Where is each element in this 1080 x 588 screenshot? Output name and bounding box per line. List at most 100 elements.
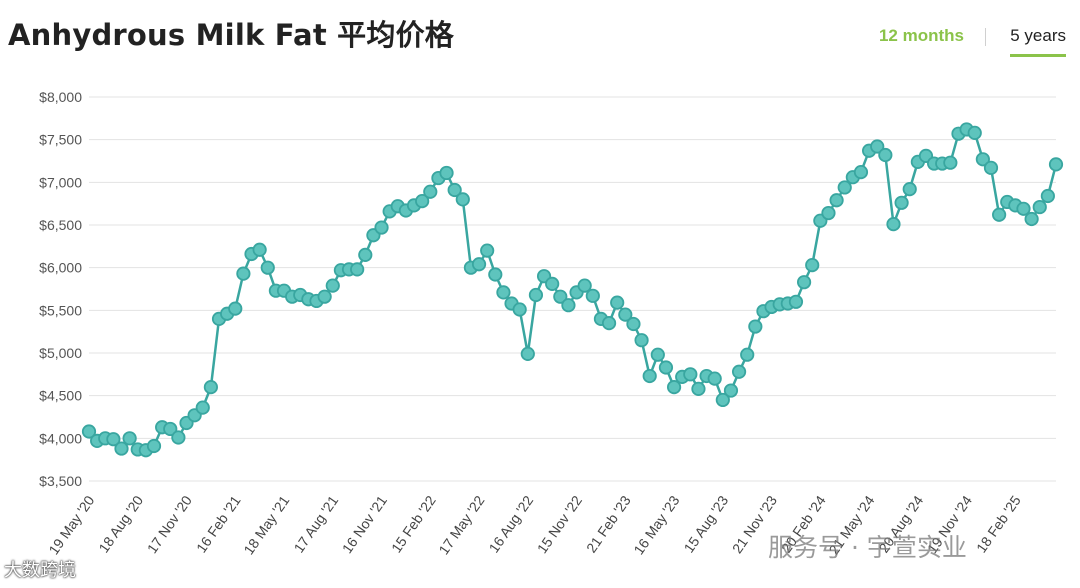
data-point[interactable]	[658, 360, 674, 375]
tab-divider	[985, 28, 986, 46]
data-point[interactable]	[228, 301, 243, 316]
x-tick-label: 15 Aug '23	[680, 492, 731, 555]
y-tick-label: $3,500	[39, 473, 82, 489]
y-tick-label: $6,500	[39, 217, 82, 233]
data-point[interactable]	[423, 184, 438, 199]
x-tick-label: 17 Aug '21	[290, 492, 341, 555]
data-point[interactable]	[691, 381, 706, 396]
data-point[interactable]	[715, 392, 730, 408]
data-point[interactable]	[236, 266, 251, 281]
data-point[interactable]	[731, 364, 747, 379]
x-tick-label: 15 Feb '22	[388, 492, 439, 555]
data-point[interactable]	[480, 243, 495, 258]
data-point[interactable]	[81, 424, 97, 439]
x-tick-label: 18 Aug '20	[95, 492, 146, 555]
data-point[interactable]	[894, 195, 909, 210]
y-tick-label: $4,000	[39, 430, 82, 446]
data-point[interactable]	[447, 182, 462, 198]
data-point[interactable]	[195, 400, 210, 415]
x-tick-label: 18 May '21	[240, 492, 292, 557]
data-point[interactable]	[325, 278, 340, 293]
data-point[interactable]	[252, 242, 267, 257]
data-point[interactable]	[821, 205, 836, 221]
data-point[interactable]	[358, 247, 373, 262]
data-point[interactable]	[512, 302, 527, 317]
data-point[interactable]	[943, 155, 958, 170]
data-point[interactable]	[796, 275, 812, 290]
data-point[interactable]	[886, 217, 901, 232]
data-point[interactable]	[788, 294, 804, 309]
watermark-right: 服务号 · 宇萱实业	[768, 533, 967, 562]
x-tick-label: 16 Feb '21	[193, 492, 244, 555]
data-point[interactable]	[577, 278, 592, 293]
data-point[interactable]	[415, 194, 430, 209]
x-tick-label: 15 Nov '22	[534, 492, 585, 556]
data-point[interactable]	[805, 258, 820, 273]
data-point[interactable]	[471, 257, 487, 272]
data-point[interactable]	[634, 333, 649, 348]
data-point[interactable]	[601, 316, 617, 331]
data-point[interactable]	[561, 298, 576, 313]
data-point[interactable]	[870, 139, 885, 154]
data-point[interactable]	[626, 316, 641, 332]
data-point[interactable]	[374, 220, 389, 235]
data-point[interactable]	[610, 295, 625, 310]
data-point[interactable]	[585, 288, 600, 303]
data-point[interactable]	[723, 383, 739, 398]
y-tick-label: $5,500	[39, 302, 82, 318]
data-point[interactable]	[1032, 199, 1047, 215]
data-point[interactable]	[455, 192, 470, 207]
x-tick-label: 17 Nov '20	[144, 492, 195, 556]
data-point[interactable]	[171, 430, 186, 445]
x-tick-label: 19 May '20	[45, 492, 97, 557]
data-point[interactable]	[114, 441, 129, 456]
x-tick-label: 17 May '22	[435, 492, 487, 557]
data-point[interactable]	[992, 207, 1007, 222]
data-point[interactable]	[902, 182, 917, 197]
data-point[interactable]	[545, 276, 560, 291]
data-point[interactable]	[553, 289, 568, 304]
data-point[interactable]	[853, 164, 869, 180]
data-point[interactable]	[1016, 201, 1031, 216]
data-point[interactable]	[666, 380, 682, 395]
data-point[interactable]	[1040, 188, 1055, 204]
data-point[interactable]	[707, 371, 722, 386]
data-point[interactable]	[1048, 157, 1064, 172]
page-title: Anhydrous Milk Fat 平均价格	[8, 18, 454, 52]
tab-5-years[interactable]: 5 years	[1010, 26, 1066, 57]
data-point[interactable]	[837, 180, 852, 195]
data-point[interactable]	[983, 160, 999, 175]
data-point[interactable]	[1024, 211, 1039, 227]
data-point[interactable]	[967, 125, 982, 140]
x-tick-label: 16 Aug '22	[485, 492, 536, 555]
data-point[interactable]	[122, 431, 137, 446]
y-tick-label: $5,000	[39, 345, 82, 361]
data-point[interactable]	[106, 432, 121, 447]
data-point[interactable]	[740, 347, 755, 362]
data-point[interactable]	[146, 438, 162, 454]
data-point[interactable]	[350, 262, 365, 277]
y-tick-label: $7,000	[39, 174, 82, 190]
data-point[interactable]	[650, 347, 665, 362]
data-point[interactable]	[528, 287, 544, 303]
y-tick-label: $7,500	[39, 132, 82, 148]
data-point[interactable]	[260, 260, 275, 275]
data-point[interactable]	[488, 267, 503, 282]
data-point[interactable]	[642, 368, 657, 384]
data-point[interactable]	[683, 367, 698, 382]
data-point[interactable]	[203, 380, 218, 395]
data-point[interactable]	[317, 289, 332, 304]
y-axis-tick-labels: $3,500 $4,000 $4,500 $5,000 $5,500 $6,000 $6,5…	[39, 89, 82, 489]
data-point[interactable]	[520, 346, 535, 361]
x-tick-label: 18 Feb '25	[973, 492, 1024, 555]
data-point[interactable]	[975, 152, 990, 167]
data-point[interactable]	[496, 285, 511, 300]
tab-12-months[interactable]: 12 months	[878, 26, 964, 45]
data-point[interactable]	[878, 147, 893, 163]
data-point[interactable]	[439, 165, 454, 181]
data-point[interactable]	[829, 193, 844, 208]
data-point[interactable]	[163, 421, 178, 437]
data-point[interactable]	[618, 307, 633, 322]
data-point[interactable]	[748, 319, 763, 334]
